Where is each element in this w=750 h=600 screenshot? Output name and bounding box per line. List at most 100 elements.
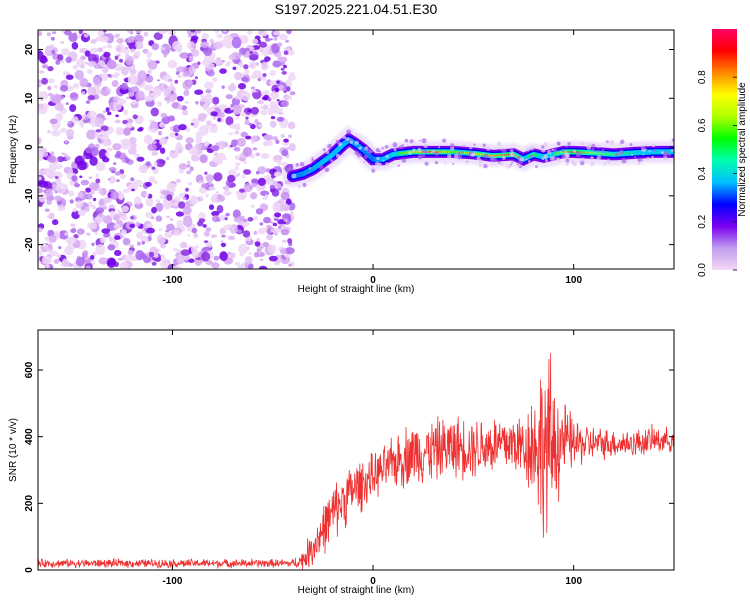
noise-blob [102,157,110,163]
noise-blob [178,163,188,170]
ridge-speckle [580,141,585,146]
ridge-speckle [297,184,302,189]
noise-blob [262,241,269,248]
noise-blob [103,51,111,58]
noise-blob [100,125,109,132]
noise-blob [86,129,97,140]
noise-blob [200,98,205,102]
snr-plot-area [38,330,674,570]
noise-blob [264,140,274,147]
ridge-speckle [525,147,531,152]
noise-blob [215,57,222,61]
noise-blob [269,120,277,128]
snr-frame [37,329,675,571]
noise-blob [210,111,218,117]
noise-blob [272,60,282,68]
snr-panel: -100 0 100 0 200 400 600 Height of straight l… [8,329,675,596]
noise-blob [225,212,230,217]
ridge-speckle [575,152,581,158]
noise-blob [128,42,138,50]
noise-blob [115,43,125,54]
noise-blob [69,169,74,173]
noise-blob [251,38,259,45]
noise-blob [147,69,152,75]
noise-blob [151,261,157,266]
noise-blob [287,121,296,130]
noise-blob [198,218,206,223]
noise-blob [285,39,289,43]
noise-blob [258,265,268,269]
noise-blob [84,206,90,213]
noise-blob [270,221,274,224]
noise-blob [122,119,128,125]
noise-blob [41,77,48,85]
noise-blob [150,107,159,117]
noise-blob [280,67,285,71]
ridge-speckle [385,154,389,159]
ridge-speckle [302,182,307,188]
ridge-speckle [376,156,380,161]
noise-blob [41,64,49,69]
noise-blob [287,238,293,244]
noise-blob [145,197,154,207]
noise-blob [290,211,295,214]
noise-blob [229,226,233,230]
noise-blob [127,249,134,256]
noise-blob [207,69,215,77]
ridge-speckle [603,163,607,166]
noise-blob [69,92,79,101]
noise-blob [112,143,122,151]
ridge-speckle [375,148,380,153]
spectrogram-x-ticks: -100 0 100 [162,30,582,286]
noise-blob [278,187,282,191]
noise-blob [242,146,253,157]
noise-blob [90,146,99,157]
noise-blob [106,147,113,152]
ridge-speckle [591,148,595,152]
noise-blob [66,128,74,138]
noise-blob [112,96,120,102]
noise-blob [109,210,116,218]
noise-blob [51,129,61,137]
noise-blob [214,30,220,34]
noise-blob [187,41,195,51]
noise-blob [243,64,249,70]
noise-blob [168,115,175,122]
noise-blob [42,151,49,157]
noise-blob [48,163,57,172]
noise-blob [169,149,175,155]
noise-blob [176,66,185,73]
noise-blob [263,134,273,141]
noise-blob [178,201,186,209]
noise-blob [276,116,285,122]
noise-blob [212,77,218,83]
noise-blob [56,254,61,259]
noise-blob [193,233,199,238]
ridge-speckle [590,156,594,160]
noise-blob [217,117,222,122]
ridge-speckle [409,139,414,144]
colorbar: 0.0 0.2 0.4 0.6 0.8 Normalized spectral ampl… [697,29,748,277]
noise-blob [199,196,203,200]
ridge-speckle [329,158,333,162]
ridge-speckle [535,165,538,169]
noise-blob [266,224,272,229]
ridge-speckle [417,147,422,152]
noise-blob [172,199,177,204]
noise-blob [258,41,267,48]
ridge-speckle [399,145,403,149]
noise-blob [245,135,252,140]
noise-blob [74,155,85,166]
noise-blob [176,220,184,229]
ridge-speckle [310,162,313,165]
noise-blob [53,258,60,265]
noise-blob [208,182,213,185]
noise-blob [253,251,260,258]
noise-blob [175,71,180,75]
noise-blob [219,251,228,262]
noise-blob [234,123,241,131]
noise-blob [69,104,77,113]
noise-blob [267,244,277,254]
noise-blob [52,31,57,35]
ridge-speckle [671,138,674,142]
